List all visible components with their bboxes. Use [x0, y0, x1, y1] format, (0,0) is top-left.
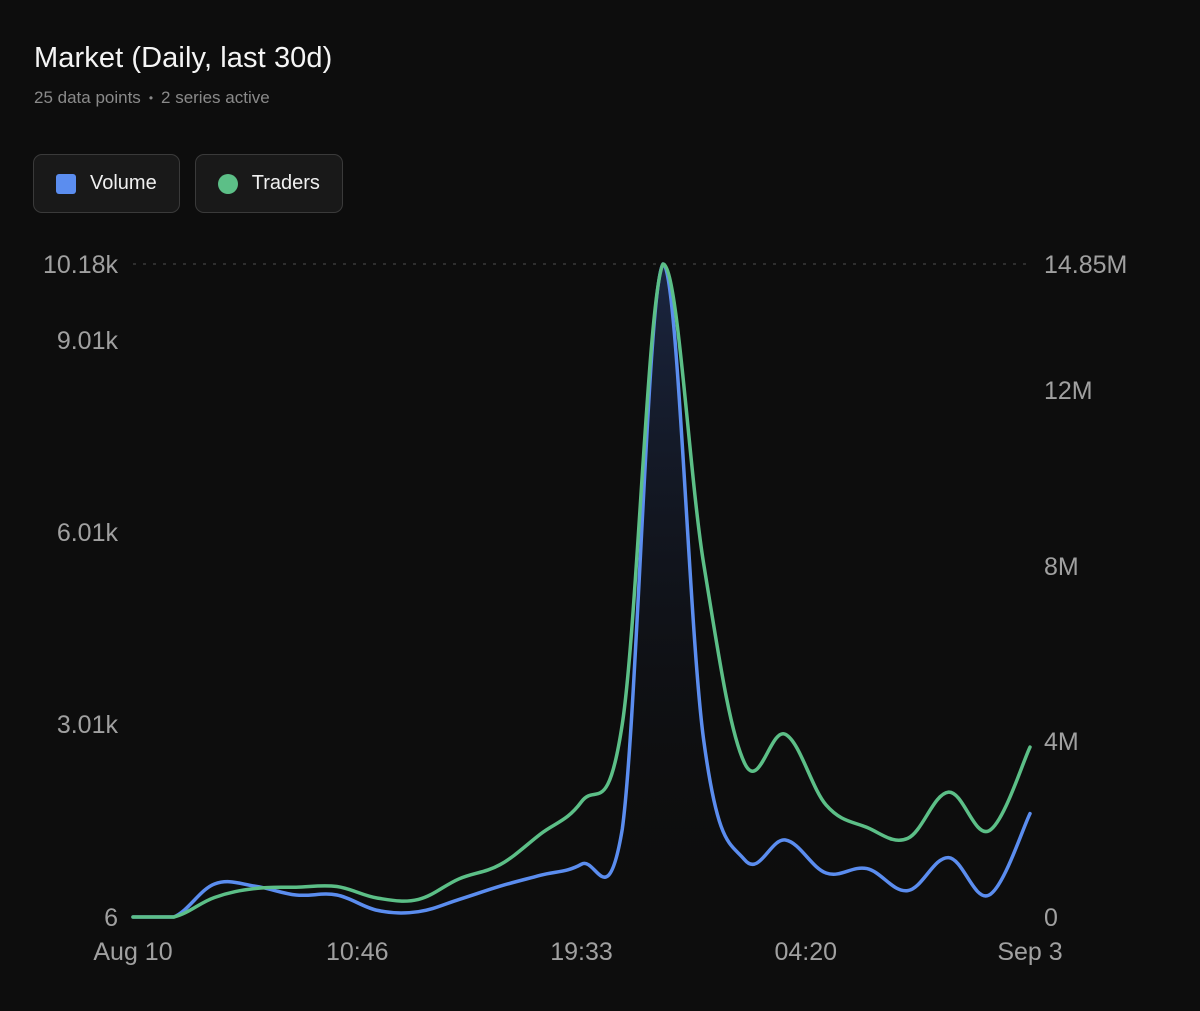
x-tick-label: Sep 3	[997, 938, 1062, 966]
legend: Volume Traders	[33, 154, 343, 213]
traders-swatch-icon	[217, 173, 238, 194]
data-point-count: 25 data points	[34, 88, 141, 107]
series-line-traders	[131, 262, 1032, 919]
left-tick-label: 9.01k	[57, 327, 119, 355]
legend-toggle-traders[interactable]: Traders	[194, 154, 343, 213]
right-tick-label: 14.85M	[1044, 251, 1127, 279]
x-axis: Aug 10 10:46 19:33 04:20 Sep 3	[93, 938, 1062, 966]
chart-subtitle: 25 data points • 2 series active	[34, 88, 332, 108]
left-axis: 6 3.01k 6.01k 9.01k 10.18k	[43, 251, 119, 932]
x-tick-label: 10:46	[326, 938, 389, 966]
legend-toggle-volume[interactable]: Volume	[33, 154, 180, 213]
chart-title: Market (Daily, last 30d)	[34, 42, 333, 74]
x-tick-label: 19:33	[550, 938, 613, 966]
active-series-count: 2 series active	[161, 88, 270, 107]
volume-area-fill	[133, 264, 1030, 917]
right-tick-label: 8M	[1044, 553, 1079, 581]
x-tick-label: 04:20	[774, 938, 837, 966]
left-tick-label: 6	[104, 904, 118, 932]
left-tick-label: 6.01k	[57, 519, 119, 547]
volume-swatch-icon	[56, 173, 76, 194]
right-tick-label: 0	[1044, 904, 1058, 932]
legend-label-volume: Volume	[90, 172, 157, 194]
left-tick-label: 3.01k	[57, 711, 119, 739]
x-tick-label: Aug 10	[93, 938, 172, 966]
series-line-volume	[131, 262, 1032, 919]
right-tick-label: 12M	[1044, 377, 1093, 405]
right-axis: 0 4M 8M 12M 14.85M	[1044, 251, 1127, 932]
chart-header: Market (Daily, last 30d) 25 data points …	[34, 38, 332, 108]
subtitle-separator: •	[148, 91, 154, 105]
legend-label-traders: Traders	[251, 172, 320, 194]
left-tick-label: 10.18k	[43, 251, 119, 279]
right-tick-label: 4M	[1044, 728, 1079, 756]
